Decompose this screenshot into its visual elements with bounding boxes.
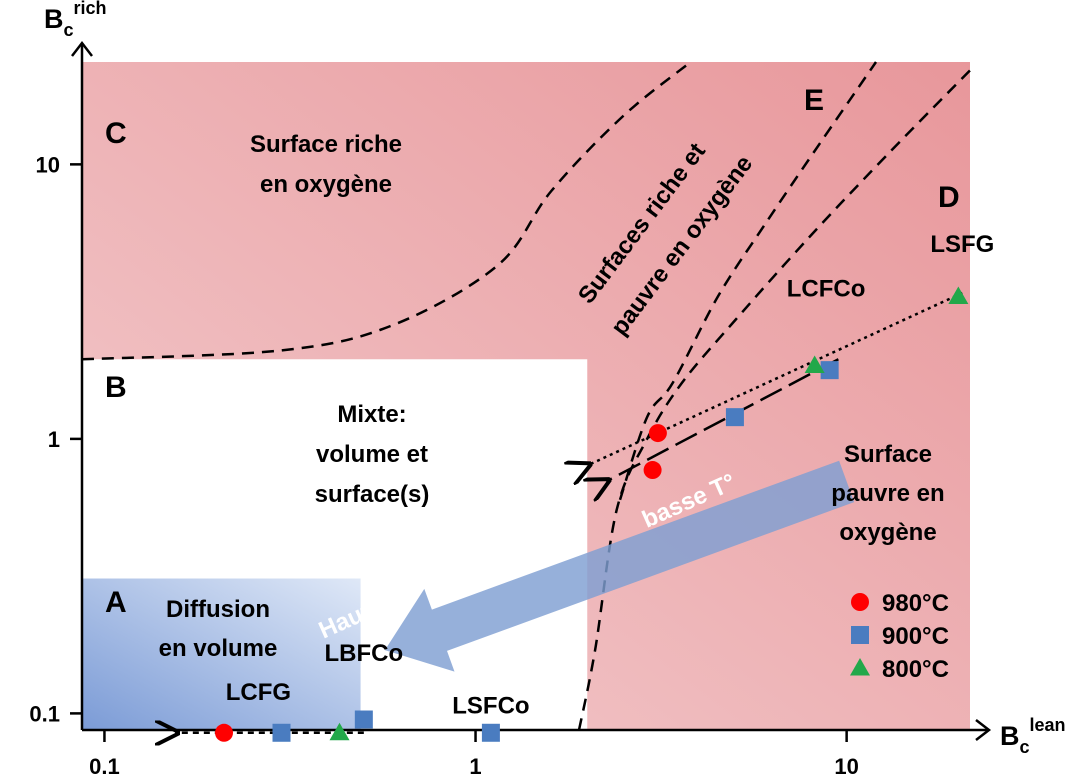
region-a-text-line2: en volume [159,635,278,662]
data-point-triangle [948,286,969,305]
y-tick-label: 0.1 [29,701,60,726]
boundary-c [81,61,692,361]
y-tick-label: 10 [36,152,60,177]
y-axis-ticks: 0.1 1 10 [29,152,82,726]
region-c-text-line1: Surface riche [250,131,402,158]
legend-marker [850,658,870,676]
data-point-circle [215,723,234,742]
region-letter-d: D [938,181,960,214]
point-label: LCFG [226,679,291,706]
region-d-text-line2: pauvre en [831,480,944,507]
data-point-square [820,361,839,380]
region-letter-b: B [105,371,127,404]
region-b-text-line1: Mixte: [337,401,406,428]
x-tick-label: 0.1 [89,754,120,778]
x-axis-ticks: 0.1 1 10 [89,730,859,778]
region-letter-a: A [105,586,127,619]
legend-label: 800°C [882,656,949,683]
region-c-text-line2: en oxygène [260,171,392,198]
point-label: LCFCo [787,276,866,303]
data-point-square [725,408,744,427]
point-labels: LCFG LBFCo LSFCo LCFCo LSFG [226,231,995,720]
region-d-text-line3: oxygène [839,519,936,546]
region-b-text-line3: surface(s) [315,481,430,508]
y-axis-arrow-icon [71,40,93,57]
legend-marker [851,593,869,611]
data-points [215,286,969,742]
data-point-square [354,710,373,729]
data-point-triangle [804,355,825,374]
x-axis-arrow-icon [975,719,992,741]
region-backgrounds [82,62,970,730]
boundary-d [577,69,971,731]
temperature-arrow-shape [384,460,855,672]
region-b-text-line2: volume et [316,441,428,468]
data-point-triangle [329,722,350,741]
region-letter-c: C [105,117,127,150]
region-d-text-line1: Surface [844,441,932,468]
axes: 0.1 1 10 0.1 1 10 Bcrich Bclean [29,0,1065,778]
x-axis-label: Bclean [1000,715,1066,757]
legend: 980°C 900°C 800°C [850,590,949,683]
region-a-background [82,578,361,730]
data-point-square [481,723,500,742]
legend-marker [851,626,869,644]
lcfco-trend-line [606,358,839,481]
y-tick-label: 1 [48,427,60,452]
data-point-circle [648,424,667,443]
legend-label: 980°C [882,590,949,617]
data-point-circle [643,461,662,480]
x-tick-label: 1 [469,754,481,778]
x-tick-label: 10 [834,754,858,778]
point-label: LSFG [930,231,994,258]
region-letter-e: E [804,84,824,117]
point-label: LBFCo [325,640,404,667]
data-point-square [272,723,291,742]
legend-label: 900°C [882,623,949,650]
point-label: LSFCo [452,692,529,719]
temperature-arrow [384,460,855,672]
boundary-e [618,61,878,501]
region-boundaries [81,61,971,731]
y-axis-label: Bcrich [44,0,107,40]
region-a-text-line1: Diffusion [166,596,270,623]
